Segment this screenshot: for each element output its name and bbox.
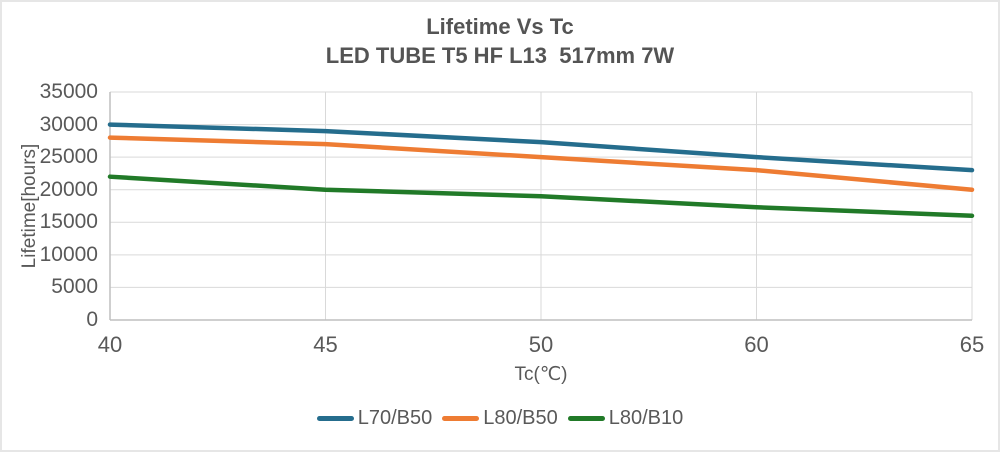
legend-label-l80-b10: L80/B10 (608, 407, 684, 429)
x-axis-title: Tc(℃) (514, 364, 568, 385)
y-axis-tick-label: 0 (86, 308, 98, 331)
chart-title-line1: Lifetime Vs Tc (426, 14, 574, 39)
x-axis-tick-label: 45 (313, 332, 338, 357)
y-axis-tick-label: 35000 (39, 80, 98, 103)
chart-title-block: Lifetime Vs Tc LED TUBE T5 HF L13 517mm … (2, 12, 998, 70)
y-axis-tick-label: 25000 (39, 145, 98, 169)
legend: L70/B50 L80/B50 L80/B10 (2, 407, 998, 430)
x-axis-tick-label: 60 (744, 332, 769, 357)
series-line-l80-b10 (107, 174, 975, 219)
legend-label-l70-b50: L70/B50 (357, 407, 433, 429)
y-axis-tick-label: 5000 (51, 275, 98, 299)
x-axis-tick-label: 40 (97, 332, 123, 357)
y-axis-tick-label: 15000 (39, 210, 98, 234)
legend-line-swatch-l70-b50 (316, 416, 354, 421)
legend-label-l80-b50: L80/B50 (483, 407, 558, 429)
chart-title-line2: LED TUBE T5 HF L13 517mm 7W (325, 43, 675, 68)
y-axis-title: Lifetime[hours] (19, 143, 40, 269)
y-axis-tick-label: 20000 (39, 177, 98, 201)
legend-item-l70-b50: L70/B50 (316, 407, 433, 430)
x-axis-tick-label: 65 (959, 332, 985, 357)
legend-item-l80-b10: L80/B10 (567, 407, 684, 430)
legend-line-swatch-l80-b50 (442, 416, 480, 421)
series-line-l70-b50 (107, 122, 975, 173)
x-axis-tick-label: 50 (528, 332, 554, 357)
y-axis-tick-label: 10000 (39, 242, 98, 266)
legend-item-l80-b50: L80/B50 (442, 407, 558, 430)
series-line-l80-b50 (107, 135, 975, 192)
y-axis-tick-label: 30000 (39, 112, 98, 136)
legend-line-swatch-l80-b10 (567, 416, 605, 421)
